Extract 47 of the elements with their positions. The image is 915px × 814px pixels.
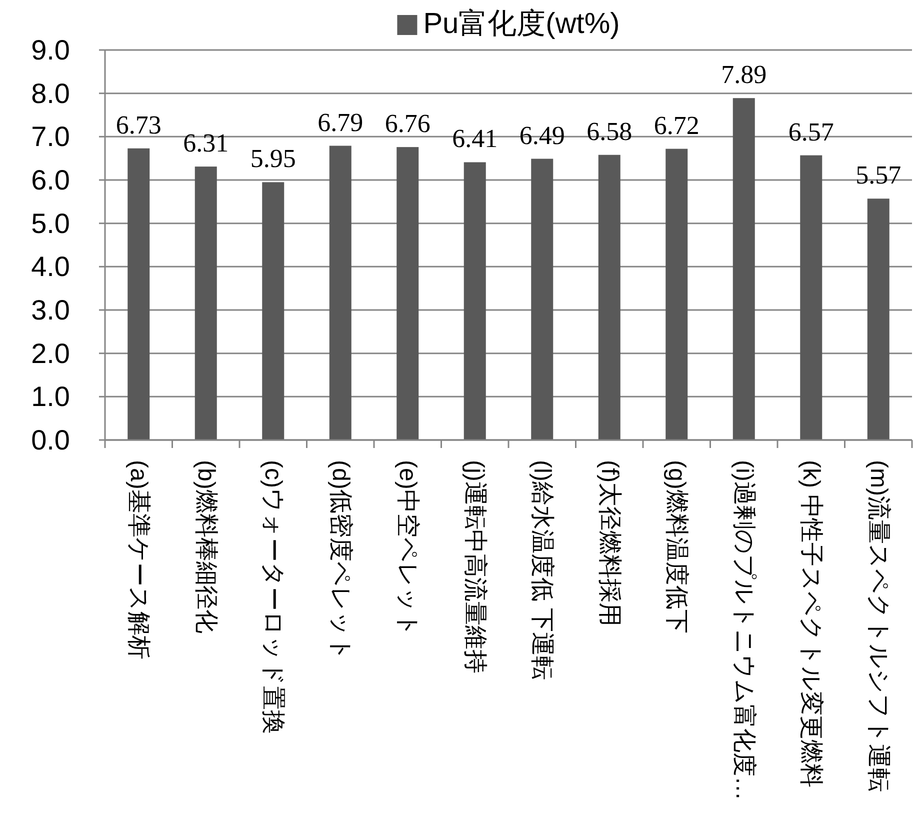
x-tick-label: (e)中空ペレット: [394, 460, 422, 638]
y-tick-label: 3.0: [31, 294, 70, 326]
bar: [329, 146, 352, 440]
y-tick-label: 1.0: [31, 381, 70, 412]
x-tick-label: (j)運転中高流量維持: [461, 460, 488, 674]
data-label: 5.57: [856, 160, 902, 190]
x-tick-label: (f)太径燃料採用: [596, 460, 623, 627]
y-tick-label: 0.0: [31, 424, 70, 456]
data-label: 6.58: [586, 116, 632, 146]
y-tick-label: 8.0: [31, 78, 70, 109]
data-label: 6.31: [183, 128, 229, 158]
x-tick-label: (k) 中性子スペクトル変更燃料: [798, 460, 825, 788]
y-tick-label: 6.0: [31, 164, 70, 196]
bar: [867, 198, 890, 440]
data-label: 6.41: [452, 124, 498, 154]
data-label: 6.57: [788, 117, 834, 146]
x-tick-label: (l)給水温度低 下運転: [528, 460, 556, 680]
data-label: 6.72: [654, 110, 700, 140]
y-tick-label: 9.0: [31, 34, 70, 66]
data-label: 6.73: [116, 110, 162, 140]
bar: [800, 155, 822, 440]
y-tick-label: 5.0: [31, 208, 70, 239]
data-label: 5.95: [250, 144, 296, 174]
bar: [732, 98, 755, 440]
bar: [464, 162, 486, 440]
x-tick-label: (c)ウォーターロッド置換: [260, 460, 287, 734]
bar: [396, 147, 419, 440]
data-label: 6.79: [318, 108, 364, 137]
legend: Pu富化度(wt%): [397, 8, 620, 40]
x-tick-label: (m)流量スペクトルシフト運転: [864, 460, 892, 792]
data-label: 6.76: [384, 109, 430, 138]
bar: [262, 182, 284, 440]
x-tick-label: (a)基準ケース解析: [125, 460, 152, 660]
x-tick-label: (i)過剰のプルトニウム富化度…: [730, 460, 758, 800]
bar: [128, 148, 150, 440]
bar: [666, 148, 688, 440]
bar: [194, 166, 217, 440]
y-tick-label: 2.0: [31, 338, 70, 369]
x-tick-label: (d)低密度ペレット: [326, 460, 354, 662]
data-label: 7.89: [721, 60, 767, 90]
x-tick-label: (b)燃料棒細径化: [192, 460, 220, 634]
y-tick-label: 4.0: [31, 251, 70, 282]
bar: [598, 154, 620, 440]
bar: [531, 158, 554, 440]
x-tick-label: (g)燃料温度低下: [663, 460, 690, 634]
y-tick-label: 7.0: [31, 121, 70, 152]
data-label: 6.49: [519, 120, 565, 150]
